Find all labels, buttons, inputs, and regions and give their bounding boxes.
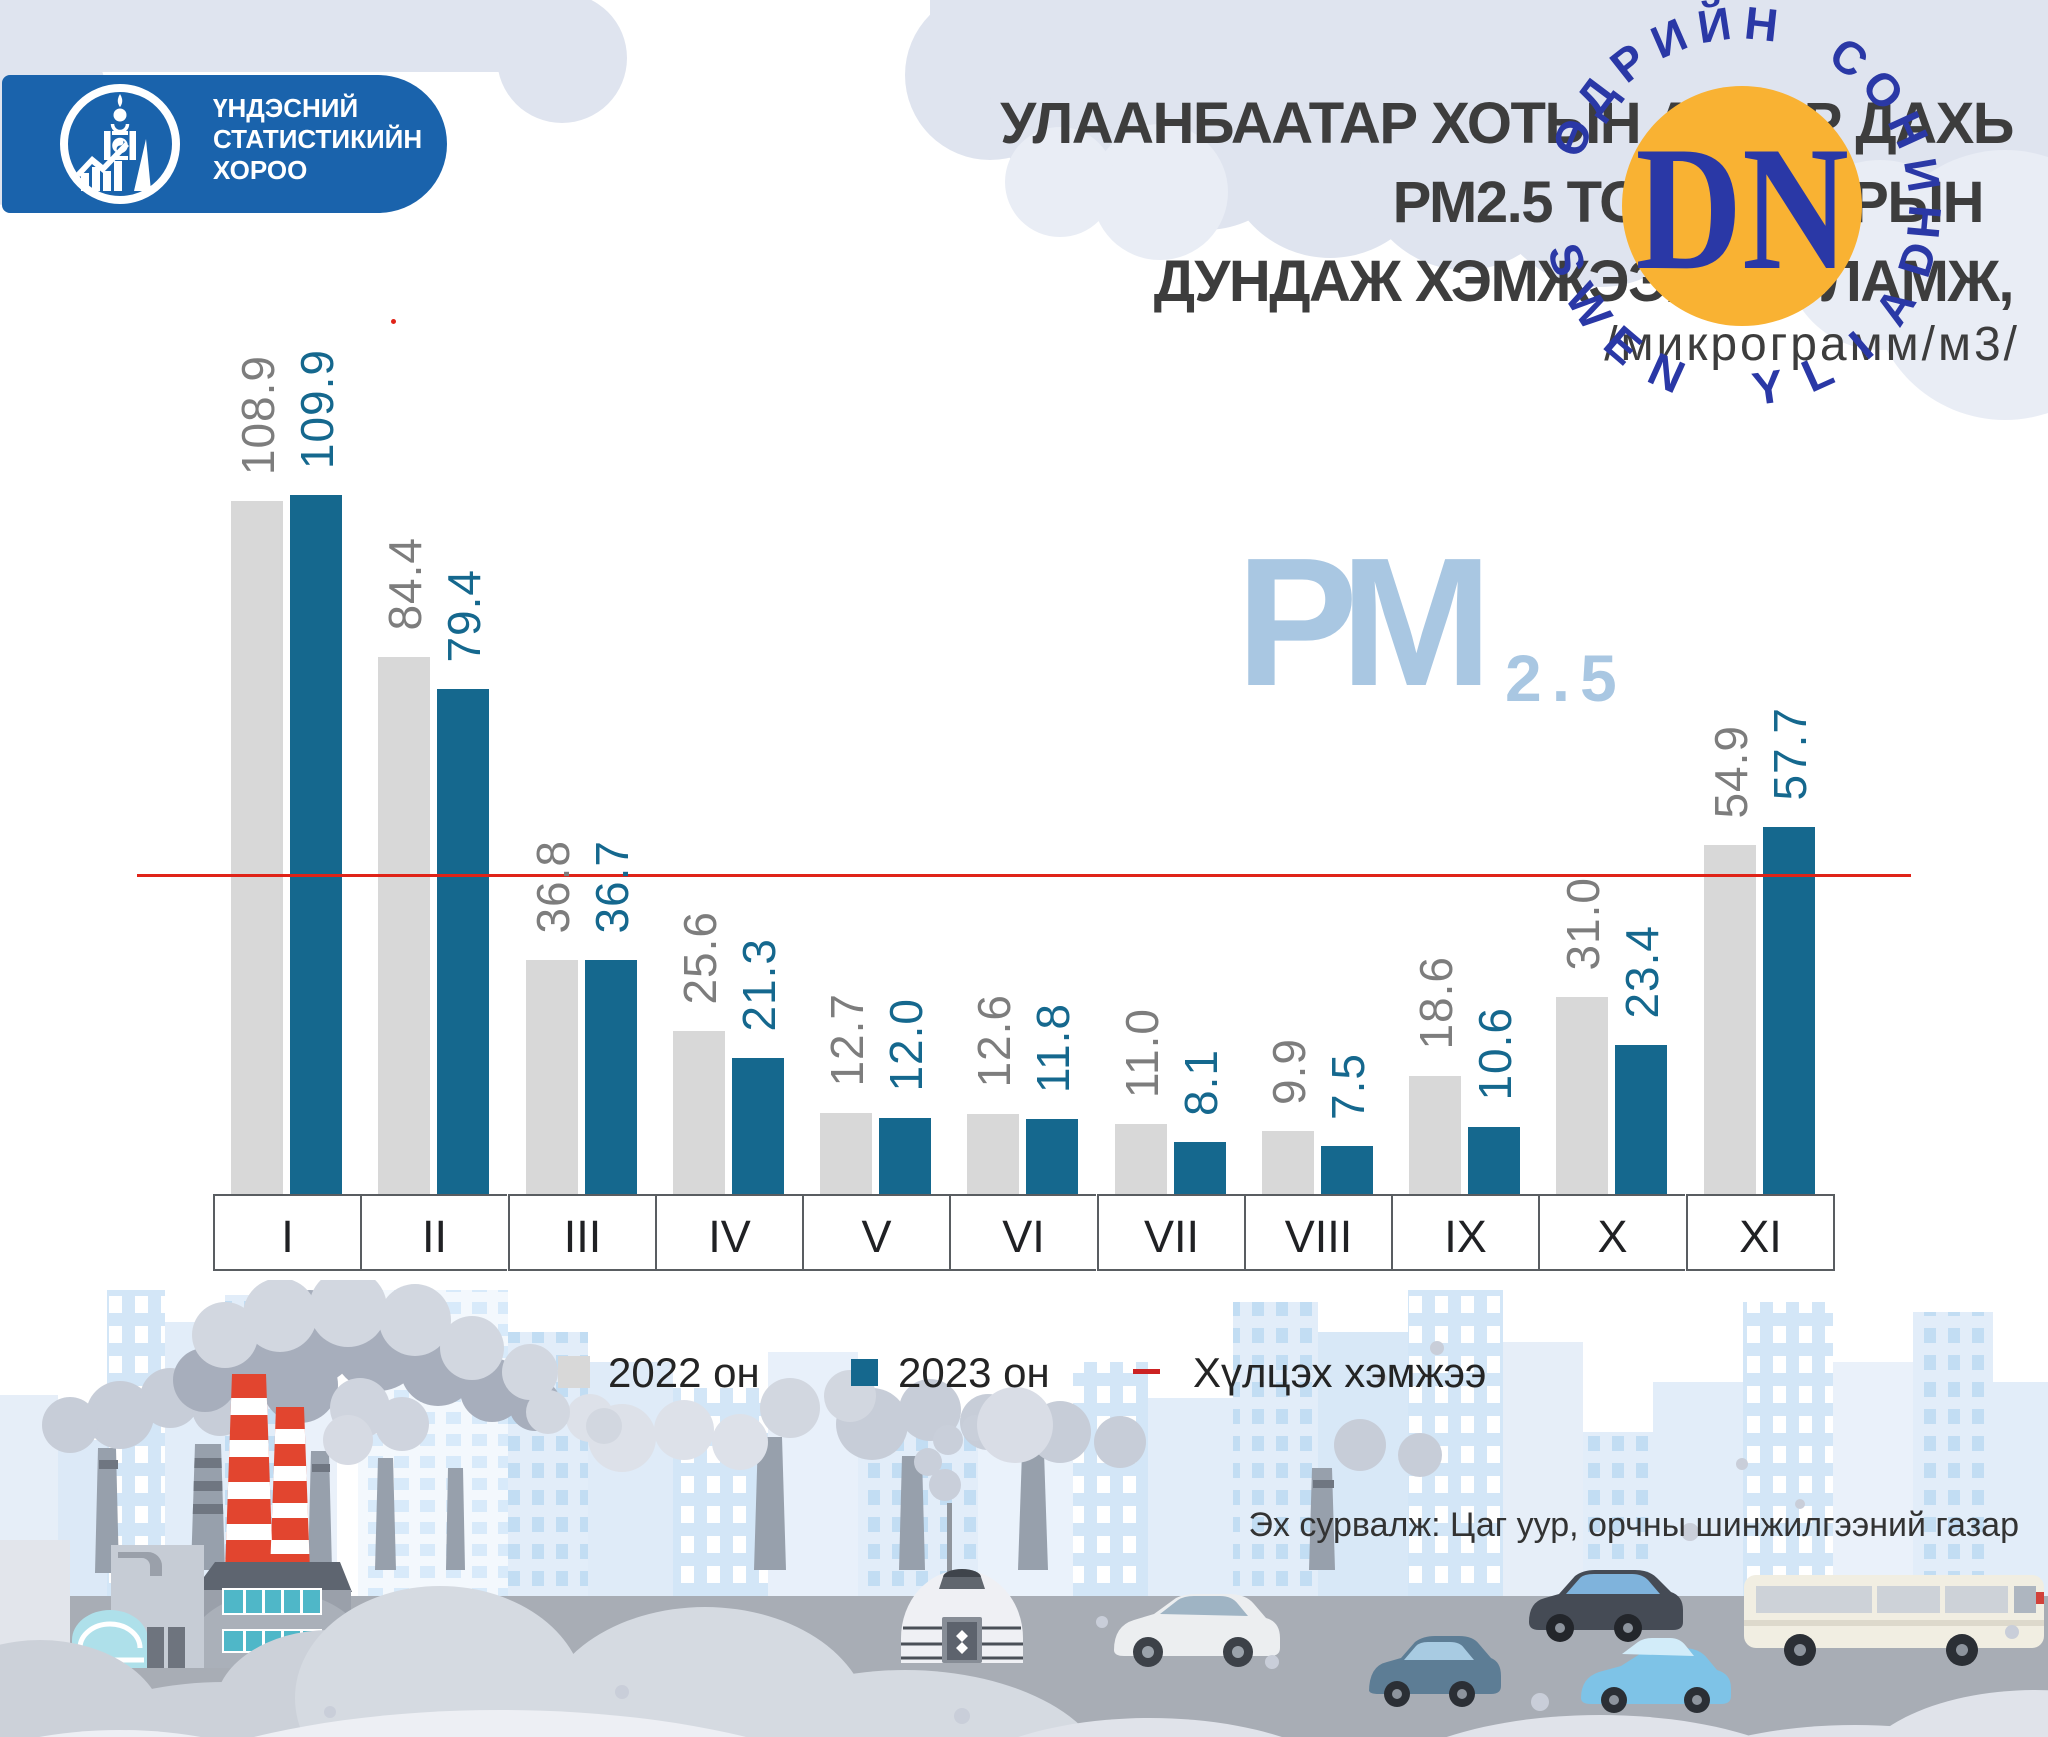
svg-text:Н: Н bbox=[1897, 203, 1952, 241]
svg-text:D: D bbox=[1887, 236, 1946, 283]
svg-text:Д: Д bbox=[1565, 68, 1626, 125]
svg-text:Ө: Ө bbox=[1541, 111, 1603, 164]
svg-text:Р: Р bbox=[1600, 33, 1656, 93]
svg-text:A: A bbox=[1864, 278, 1926, 334]
svg-text:Y: Y bbox=[1749, 359, 1787, 415]
svg-text:S: S bbox=[1538, 237, 1597, 282]
svg-text:I: I bbox=[1839, 321, 1883, 369]
svg-text:Н: Н bbox=[1878, 104, 1939, 156]
svg-text:L: L bbox=[1794, 343, 1841, 402]
svg-text:W: W bbox=[1555, 274, 1623, 339]
svg-text:И: И bbox=[1643, 8, 1694, 69]
svg-text:Й: Й bbox=[1694, 0, 1735, 53]
svg-text:И: И bbox=[1894, 154, 1951, 195]
svg-text:Н: Н bbox=[1742, 0, 1781, 52]
svg-text:DN: DN bbox=[1635, 110, 1848, 307]
svg-text:E: E bbox=[1594, 315, 1651, 374]
svg-text:N: N bbox=[1641, 342, 1693, 403]
